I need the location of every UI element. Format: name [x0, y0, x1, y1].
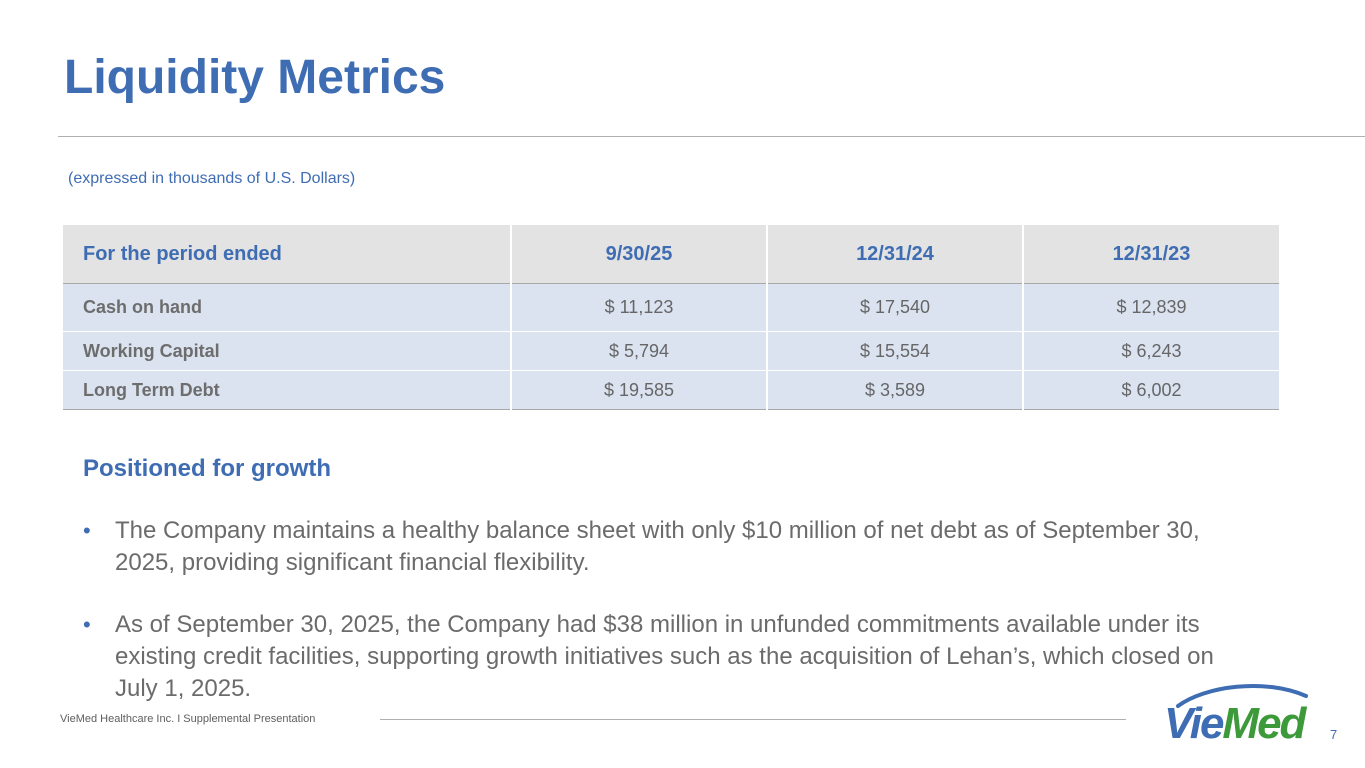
cell-value: $ 3,589: [767, 370, 1024, 410]
cell-value: $ 5,794: [511, 331, 768, 371]
cell-value: $ 15,554: [767, 331, 1024, 371]
slide-title: Liquidity Metrics: [64, 51, 446, 104]
viemed-logo: VieMed: [1164, 684, 1310, 746]
cell-value: $ 12,839: [1023, 283, 1279, 332]
cell-value: $ 6,243: [1023, 331, 1279, 371]
table-row: Cash on hand $ 11,123 $ 17,540 $ 12,839: [63, 283, 1279, 332]
row-label: Working Capital: [63, 331, 512, 371]
header-date-3: 12/31/23: [1023, 225, 1279, 284]
bullet-text: As of September 30, 2025, the Company ha…: [115, 611, 1214, 702]
bullet-item: • The Company maintains a healthy balanc…: [83, 515, 1263, 579]
units-note: (expressed in thousands of U.S. Dollars): [68, 170, 356, 187]
cell-value: $ 17,540: [767, 283, 1024, 332]
header-period-label: For the period ended: [63, 225, 512, 284]
table-row: Working Capital $ 5,794 $ 15,554 $ 6,243: [63, 331, 1279, 371]
row-label: Long Term Debt: [63, 370, 512, 410]
bullet-dot-icon: •: [83, 612, 91, 637]
bullet-text: The Company maintains a healthy balance …: [115, 517, 1200, 576]
table-header-row: For the period ended 9/30/25 12/31/24 12…: [63, 225, 1279, 284]
logo-arc-icon: [1176, 684, 1308, 708]
logo-wordmark: VieMed: [1164, 699, 1308, 746]
title-divider: [58, 136, 1365, 137]
header-date-1: 9/30/25: [511, 225, 768, 284]
bullet-dot-icon: •: [83, 518, 91, 543]
cell-value: $ 19,585: [511, 370, 768, 410]
growth-bullet-list: • The Company maintains a healthy balanc…: [83, 515, 1263, 735]
growth-heading: Positioned for growth: [83, 455, 331, 482]
footer-caption: VieMed Healthcare Inc. I Supplemental Pr…: [60, 713, 316, 725]
header-date-2: 12/31/24: [767, 225, 1024, 284]
bullet-item: • As of September 30, 2025, the Company …: [83, 609, 1263, 705]
footer-divider: [380, 719, 1126, 720]
page-number: 7: [1330, 727, 1338, 742]
cell-value: $ 6,002: [1023, 370, 1279, 410]
liquidity-table: For the period ended 9/30/25 12/31/24 12…: [63, 225, 1279, 410]
row-label: Cash on hand: [63, 283, 512, 332]
cell-value: $ 11,123: [511, 283, 768, 332]
table-row: Long Term Debt $ 19,585 $ 3,589 $ 6,002: [63, 370, 1279, 410]
